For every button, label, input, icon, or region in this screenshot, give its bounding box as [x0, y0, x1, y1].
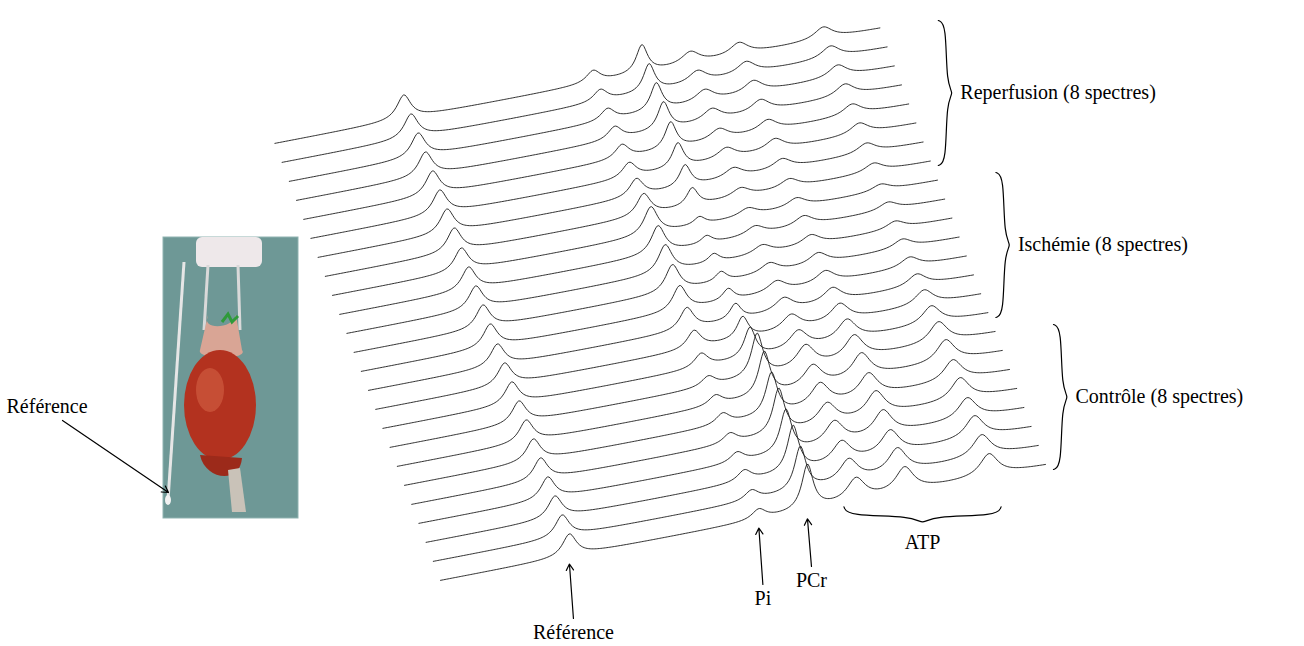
svg-text:Contrôle (8 spectres): Contrôle (8 spectres) [1076, 385, 1244, 408]
svg-text:Ischémie (8 spectres): Ischémie (8 spectres) [1018, 233, 1188, 256]
svg-text:PCr: PCr [796, 569, 827, 591]
svg-text:Pi: Pi [755, 587, 772, 609]
svg-text:ATP: ATP [905, 531, 941, 553]
svg-text:Référence: Référence [7, 395, 88, 417]
svg-text:Référence: Référence [533, 621, 614, 643]
svg-text:Reperfusion (8 spectres): Reperfusion (8 spectres) [960, 81, 1156, 104]
